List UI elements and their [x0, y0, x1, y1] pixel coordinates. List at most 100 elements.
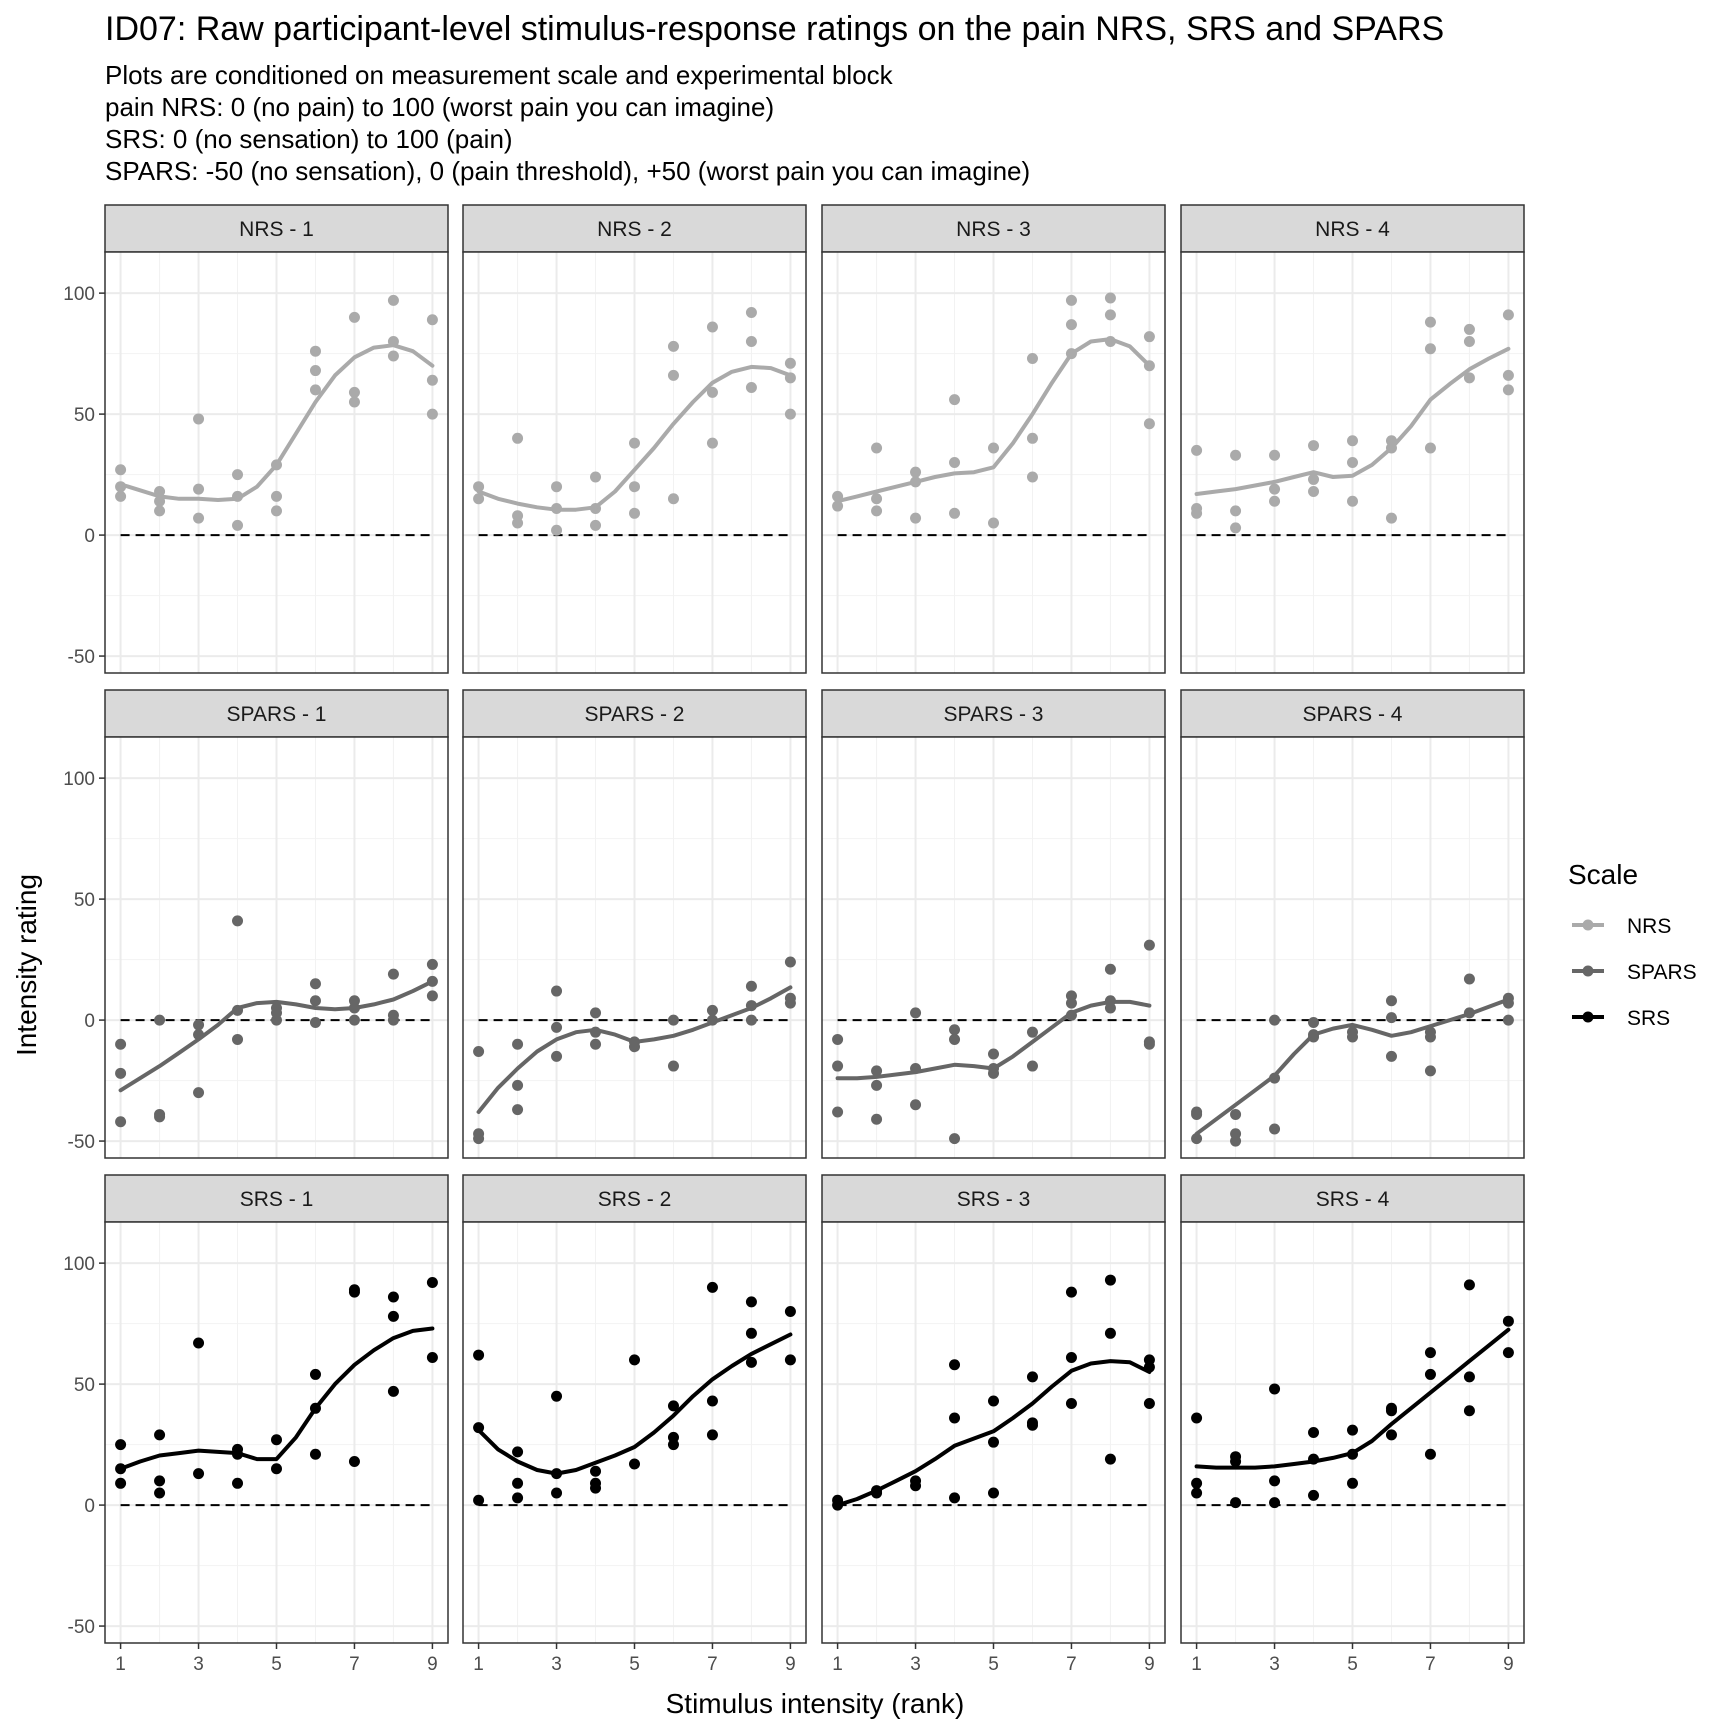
smooth-line — [1194, 1327, 1511, 1470]
data-point — [309, 1017, 321, 1029]
data-point — [745, 1014, 757, 1026]
facet-strip-label: NRS - 1 — [239, 218, 314, 241]
data-point — [387, 350, 399, 362]
facet-strip-label: NRS - 3 — [956, 218, 1031, 241]
data-point — [193, 1337, 205, 1349]
data-point — [193, 512, 205, 524]
panel-border — [1180, 251, 1525, 674]
smooth-line — [1194, 346, 1511, 496]
data-point — [551, 1050, 563, 1062]
data-point — [1143, 939, 1155, 951]
y-axis-title: Intensity rating — [11, 874, 42, 1056]
data-point — [1308, 1017, 1320, 1029]
data-point — [271, 1014, 282, 1026]
data-point — [1143, 418, 1155, 430]
data-point — [1230, 1135, 1242, 1147]
smooth-line — [476, 985, 793, 1114]
data-point — [1104, 309, 1116, 321]
data-point — [667, 1439, 679, 1451]
data-point — [629, 437, 640, 449]
data-point — [871, 1065, 883, 1077]
data-point — [154, 1475, 166, 1487]
data-point — [1424, 1065, 1436, 1077]
x-tick-label: 1 — [115, 1654, 126, 1675]
data-point — [1269, 1475, 1281, 1487]
data-point — [1347, 1031, 1358, 1043]
x-tick-label: 9 — [785, 1654, 796, 1675]
panel-border — [104, 736, 449, 1159]
data-point — [1308, 1489, 1320, 1501]
y-tick-label: -50 — [68, 1617, 95, 1638]
y-tick-label: -50 — [68, 647, 95, 668]
data-point — [512, 1492, 524, 1504]
data-point — [784, 1306, 796, 1318]
data-point — [832, 1060, 844, 1072]
data-point — [706, 386, 718, 398]
data-point — [910, 466, 922, 478]
data-point — [1065, 319, 1077, 331]
data-point — [1424, 442, 1436, 454]
x-tick-label: 5 — [271, 1654, 282, 1675]
facet-strip — [1180, 689, 1525, 738]
data-point — [1308, 486, 1320, 498]
data-point — [387, 968, 399, 980]
data-point — [590, 519, 602, 531]
data-point — [473, 1349, 485, 1361]
x-tick-label: 3 — [910, 1654, 921, 1675]
data-point — [949, 1033, 961, 1045]
x-tick-label: 9 — [1503, 1654, 1514, 1675]
data-point — [426, 408, 438, 420]
x-tick-label: 1 — [832, 1654, 843, 1675]
data-point — [154, 1111, 166, 1123]
facet-strip — [462, 204, 807, 253]
data-point — [1269, 495, 1281, 507]
facet-panel: SRS - 2 1 3 5 7 9 — [462, 1174, 807, 1675]
data-point — [1347, 1424, 1358, 1436]
legend-item-nrs: NRS — [1572, 915, 1671, 938]
data-point — [387, 1014, 399, 1026]
facet-panel: NRS - 4 — [1180, 204, 1525, 674]
data-point — [784, 997, 796, 1009]
smooth-line — [476, 1332, 793, 1476]
data-point — [706, 1004, 718, 1016]
data-point — [309, 384, 321, 396]
smooth-line — [835, 1359, 1152, 1508]
data-point — [232, 519, 244, 531]
data-point — [910, 1099, 922, 1111]
data-point — [910, 1480, 922, 1492]
facet-strip — [821, 1174, 1166, 1223]
data-point — [1191, 1108, 1203, 1120]
data-point — [551, 1487, 563, 1499]
data-point — [1104, 963, 1116, 975]
data-point — [348, 1014, 360, 1026]
data-point — [1463, 1405, 1475, 1417]
facet-strip — [104, 689, 449, 738]
data-point — [667, 493, 679, 505]
y-tick-label: 50 — [74, 1375, 95, 1396]
chart-subtitle-line-3: SRS: 0 (no sensation) to 100 (pain) — [105, 124, 513, 154]
data-point — [1502, 309, 1514, 321]
legend-key-point — [1582, 919, 1594, 931]
x-tick-label: 5 — [988, 1654, 999, 1675]
x-tick-label: 7 — [1425, 1654, 1436, 1675]
smooth-line — [835, 337, 1152, 504]
data-point — [115, 490, 127, 502]
data-point — [949, 1024, 961, 1036]
data-point — [667, 1400, 679, 1412]
facet-panel: SRS - 4 1 3 5 7 9 — [1180, 1174, 1525, 1675]
data-point — [1463, 372, 1475, 384]
data-point — [1385, 1429, 1397, 1441]
data-point — [1230, 1108, 1242, 1120]
data-point — [590, 471, 602, 483]
legend-title: Scale — [1568, 859, 1638, 890]
facet-panel: SPARS - 4 — [1180, 689, 1525, 1159]
x-tick-label: 9 — [1144, 1654, 1155, 1675]
data-point — [745, 336, 757, 348]
data-point — [1065, 294, 1077, 306]
data-point — [629, 1354, 640, 1366]
facet-panel: NRS - 2 — [462, 204, 807, 674]
y-tick-label: 50 — [74, 405, 95, 426]
data-point — [426, 958, 438, 970]
data-point — [551, 1390, 563, 1402]
